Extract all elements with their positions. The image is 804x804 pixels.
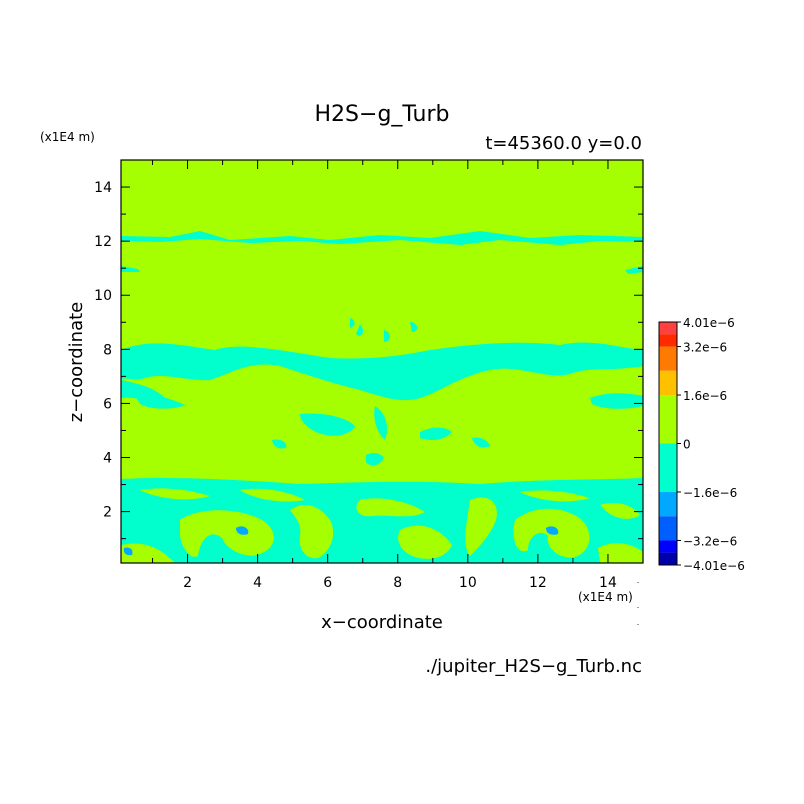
y-tick-label: 10 — [94, 288, 112, 304]
colorbar-band — [659, 334, 677, 347]
colorbar-band — [659, 540, 677, 553]
x-tick-label: 6 — [323, 575, 332, 591]
x-tick-label: 12 — [529, 575, 547, 591]
colorbar-band — [659, 491, 677, 517]
chart-title: H2S−g_Turb — [315, 102, 450, 127]
field-region-lower-swirls — [121, 488, 643, 563]
y-tick-label: 8 — [103, 342, 112, 358]
x-tick-label: 8 — [393, 575, 402, 591]
colorbar-band — [659, 443, 677, 492]
colorbar-label: 3.2e−6 — [683, 341, 727, 355]
y-tick-label: 6 — [103, 396, 112, 412]
y-tick-label: 2 — [103, 505, 112, 521]
y-tick-label: 12 — [94, 234, 112, 250]
axis-ticks: 2 4 6 8 10 12 14 2 4 6 8 10 12 14 — [94, 159, 644, 591]
source-file: ./jupiter_H2S−g_Turb.nc — [425, 656, 642, 677]
colorbar-label: 4.01e−6 — [683, 316, 735, 330]
chart-subtitle: t=45360.0 y=0.0 — [485, 133, 642, 154]
x-tick-label: 10 — [459, 575, 477, 591]
y-tick-label: 4 — [103, 451, 112, 467]
colorbar-band — [659, 346, 677, 371]
axis-dot-1: ˙ — [636, 607, 641, 617]
plot-area — [121, 160, 643, 563]
colorbar-label: 1.6e−6 — [683, 389, 727, 403]
x-axis-label: x−coordinate — [321, 612, 443, 633]
colorbar-band — [659, 322, 677, 335]
colorbar-band — [659, 395, 677, 444]
colorbar-label: −4.01e−6 — [683, 559, 745, 573]
x-tick-label: 14 — [599, 575, 617, 591]
x-tick-label: 2 — [183, 575, 192, 591]
colorbar-band — [659, 516, 677, 541]
y-axis-label: z−coordinate — [66, 302, 87, 423]
colorbar: 4.01e−6 3.2e−6 1.6e−6 0 −1.6e−6 −3.2e−6 −4.01e… — [658, 316, 745, 573]
axis-dot-3: ˙ — [636, 582, 641, 592]
field-region-deep — [123, 526, 559, 556]
y-unit-label: (x1E4 m) — [40, 130, 95, 144]
colorbar-label: −3.2e−6 — [683, 534, 737, 548]
colorbar-label: −1.6e−6 — [683, 486, 737, 500]
field-region-middle — [121, 318, 643, 466]
colorbar-band — [659, 552, 677, 565]
plot-frame — [120, 159, 644, 564]
x-tick-label: 4 — [253, 575, 262, 591]
colorbar-label: 0 — [683, 438, 691, 452]
colorbar-band — [659, 370, 677, 396]
axis-dot-2: ˙ — [636, 624, 641, 634]
x-unit-label: (x1E4 m) — [578, 590, 633, 604]
y-tick-label: 14 — [94, 180, 112, 196]
